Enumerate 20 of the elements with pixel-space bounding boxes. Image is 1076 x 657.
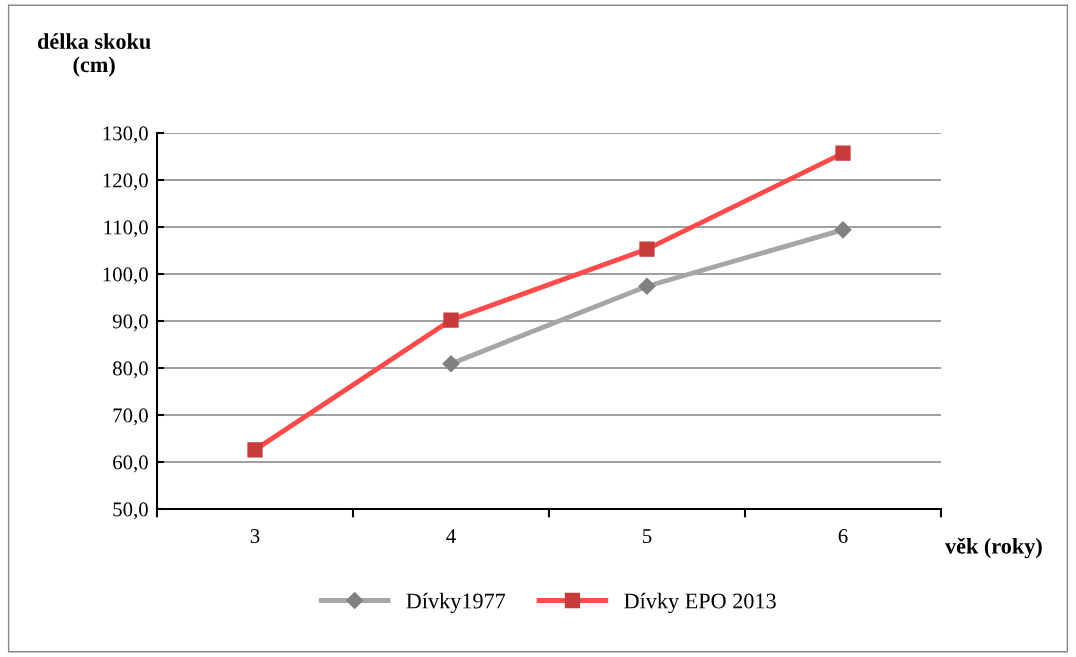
x-tick-label: 4 bbox=[446, 529, 456, 543]
y-tick-label: 90,0 bbox=[112, 314, 148, 332]
y-tick-label: 60,0 bbox=[113, 455, 148, 473]
y-tick-label: 120,0 bbox=[103, 173, 148, 191]
x-axis-title: věk (roky) bbox=[945, 537, 1042, 559]
x-tick-label: 3 bbox=[250, 529, 260, 544]
y-tick-label: 80,0 bbox=[113, 361, 148, 379]
point bbox=[638, 277, 656, 295]
legend-label: Dívky1977 bbox=[406, 592, 506, 614]
point bbox=[442, 355, 460, 373]
point bbox=[834, 221, 852, 239]
legend-label: Dívky EPO 2013 bbox=[624, 592, 776, 614]
x-tick-label: 5 bbox=[643, 529, 652, 544]
y-tick-label: 50,0 bbox=[113, 502, 148, 520]
y-tick-label: 70,0 bbox=[113, 408, 148, 426]
y-axis-title: délka skoku (cm) bbox=[37, 33, 151, 77]
y-tick-label: 110,0 bbox=[104, 220, 148, 238]
y-tick-label: 100,0 bbox=[103, 267, 148, 285]
x-tick-label: 6 bbox=[838, 529, 848, 544]
y-tick-label: 130,0 bbox=[103, 126, 148, 144]
